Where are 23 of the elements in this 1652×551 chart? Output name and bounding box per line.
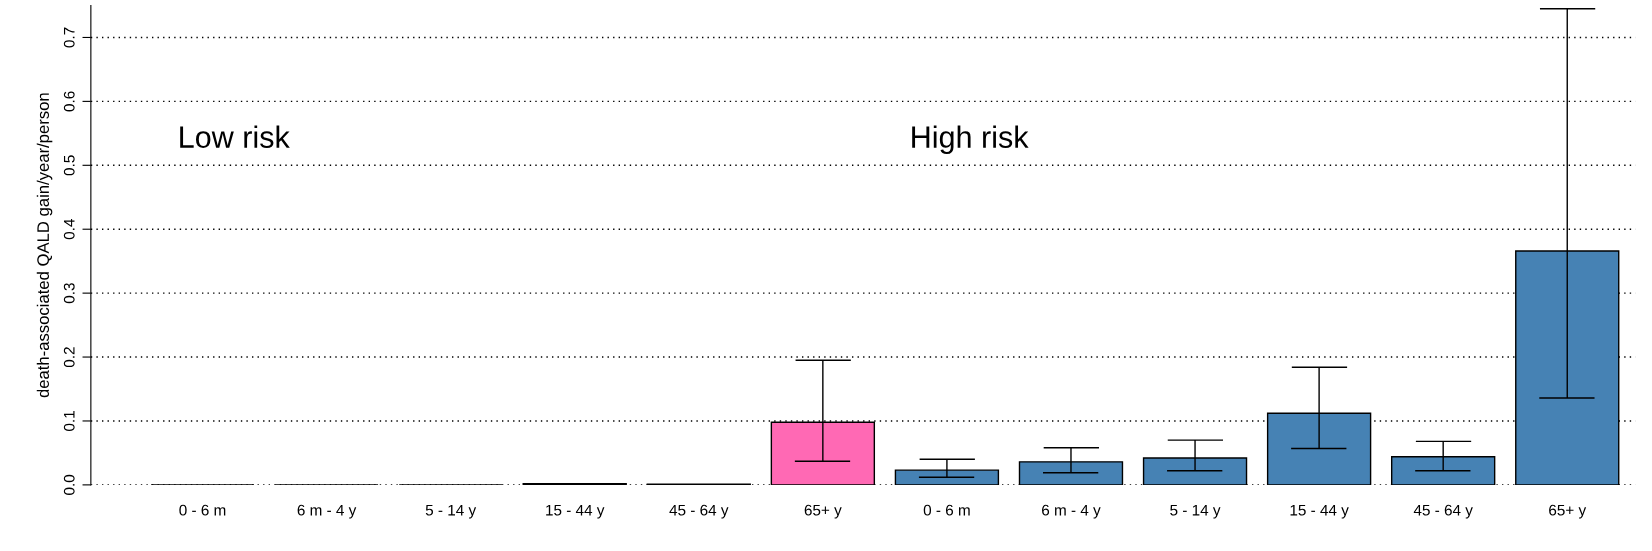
x-tick-label: 6 m - 4 y — [1042, 504, 1101, 519]
x-tick-label: 0 - 6 m — [923, 504, 970, 516]
x-tick-label: 65+ y — [1549, 504, 1587, 519]
x-tick-label: 45 - 64 y — [669, 504, 729, 519]
y-tick-label: 0.4 — [63, 219, 75, 240]
x-tick-label: 65+ y — [804, 504, 842, 519]
annotation: High risk — [912, 125, 1029, 154]
x-tick-label: 0 - 6 m — [179, 504, 226, 516]
annotation: Low risk — [180, 125, 290, 148]
x-tick-label: 15 - 44 y — [1290, 504, 1349, 519]
y-axis-title: death-associated QALD gain/year/person — [36, 93, 53, 398]
x-tick-label: 5 - 14 y — [425, 504, 477, 519]
x-tick-label: 45 - 64 y — [1413, 504, 1473, 519]
y-tick-label: 0.7 — [63, 27, 75, 48]
y-tick-label: 0.1 — [63, 411, 75, 431]
y-tick-label: 0.5 — [63, 155, 75, 176]
y-tick-label: 0.0 — [63, 474, 75, 495]
x-tick-label: 5 - 14 y — [1170, 504, 1221, 519]
x-tick-label: 6 m - 4 y — [297, 504, 357, 519]
x-tick-label: 15 - 44 y — [546, 504, 605, 519]
y-tick-label: 0.6 — [63, 91, 75, 112]
y-tick-label: 0.3 — [63, 283, 75, 304]
y-tick-label: 0.2 — [63, 347, 75, 368]
